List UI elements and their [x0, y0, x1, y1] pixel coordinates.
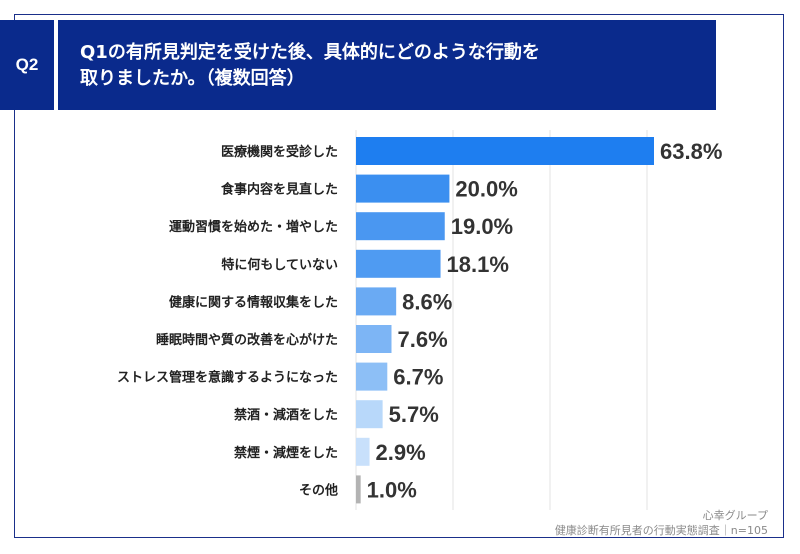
value-label: 63.8%: [660, 139, 722, 164]
bar: [356, 362, 388, 391]
category-label: ストレス管理を意識するようになった: [117, 370, 338, 386]
category-label: 運動習慣を始めた・増やした: [169, 219, 338, 235]
value-label: 8.6%: [402, 289, 452, 314]
category-label: 医療機関を受診した: [221, 144, 338, 160]
bar: [356, 325, 392, 353]
value-label: 2.9%: [376, 440, 426, 465]
bar: [356, 249, 441, 278]
value-label: 20.0%: [455, 177, 517, 202]
question-badge: Q2: [0, 20, 54, 110]
value-label: 7.6%: [397, 327, 447, 352]
bar: [356, 287, 397, 316]
question-title-line-2: 取りましたか。（複数回答）: [80, 68, 305, 89]
bar: [356, 475, 361, 504]
value-label: 1.0%: [367, 477, 417, 502]
category-label: 特に何もしていない: [221, 257, 338, 273]
bar: [356, 437, 370, 466]
category-label: 睡眠時間や質の改善を心がけた: [156, 332, 338, 348]
footer-source: 健康診断有所見者の行動実態調査｜n=105: [554, 524, 768, 537]
value-label: 6.7%: [393, 365, 443, 390]
question-title: Q1の有所見判定を受けた後、具体的にどのような行動を 取りましたか。（複数回答）: [58, 20, 716, 110]
value-label: 5.7%: [389, 402, 439, 427]
value-label: 18.1%: [447, 252, 509, 277]
question-title-line-1: Q1の有所見判定を受けた後、具体的にどのような行動を: [80, 42, 540, 63]
bar: [356, 212, 445, 241]
value-label: 19.0%: [451, 214, 513, 239]
footer: 心幸グループ 健康診断有所見者の行動実態調査｜n=105: [555, 508, 768, 538]
category-label: 禁酒・減酒をした: [234, 407, 338, 423]
footer-brand: 心幸グループ: [702, 509, 768, 522]
category-label: その他: [299, 482, 338, 498]
category-label: 禁煙・減煙をした: [234, 445, 338, 461]
category-label: 健康に関する情報収集をした: [169, 294, 338, 310]
bar: [356, 137, 654, 165]
category-label: 食事内容を見直した: [221, 182, 338, 198]
bar: [356, 174, 450, 203]
bar: [356, 400, 383, 429]
